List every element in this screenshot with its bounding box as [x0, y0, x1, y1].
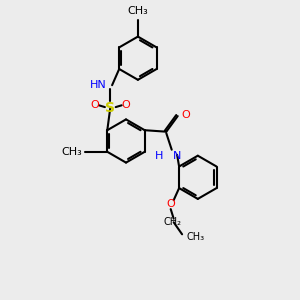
Text: S: S — [105, 101, 115, 115]
Text: CH₃: CH₃ — [61, 147, 82, 157]
Text: O: O — [90, 100, 99, 110]
Text: CH₃: CH₃ — [128, 6, 148, 16]
Text: O: O — [181, 110, 190, 120]
Text: HN: HN — [90, 80, 107, 90]
Text: CH₂: CH₂ — [163, 217, 181, 227]
Text: CH₃: CH₃ — [187, 232, 205, 242]
Text: H: H — [155, 151, 163, 161]
Text: O: O — [166, 199, 175, 209]
Text: O: O — [122, 100, 130, 110]
Text: N: N — [173, 151, 182, 161]
